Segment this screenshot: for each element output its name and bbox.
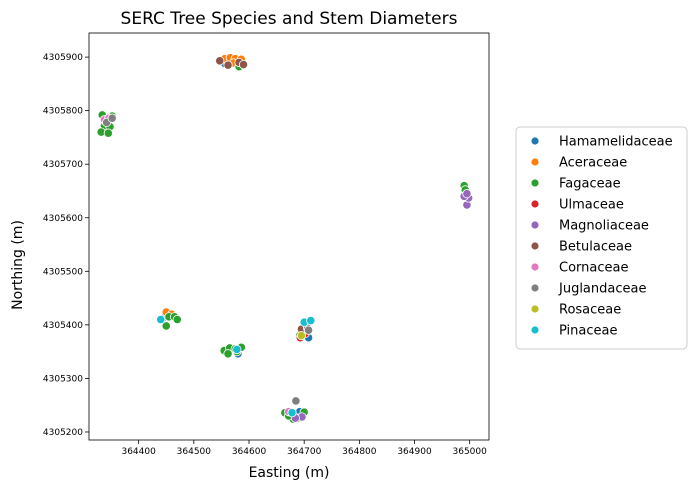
series-magnoliaceae xyxy=(290,189,474,423)
legend-label: Aceraceae xyxy=(559,156,627,171)
series-rosaceae xyxy=(296,330,307,341)
legend-label: Hamamelidaceae xyxy=(559,135,673,150)
data-point xyxy=(296,330,307,341)
x-tick-label: 365000 xyxy=(453,447,488,457)
data-point xyxy=(161,321,171,331)
legend-marker xyxy=(530,157,540,167)
legend-marker xyxy=(530,325,540,335)
y-tick-label: 4305400 xyxy=(43,321,83,331)
x-tick-label: 364900 xyxy=(397,447,432,457)
plot-frame xyxy=(88,32,490,441)
data-point xyxy=(156,314,166,325)
y-tick-label: 4305600 xyxy=(43,214,83,224)
data-point xyxy=(172,314,182,325)
plot-area: 364400 364500 364600 364700 364800 364900 3650… xyxy=(43,32,490,457)
series-pinaceae xyxy=(156,314,316,418)
x-tick-label: 364500 xyxy=(177,447,212,457)
legend-marker xyxy=(530,220,540,230)
y-tick-label: 4305900 xyxy=(43,53,83,63)
data-point xyxy=(303,325,314,335)
y-tick-label: 4305700 xyxy=(43,160,83,170)
data-point xyxy=(306,315,316,326)
legend-marker xyxy=(530,283,540,293)
x-tick-label: 364400 xyxy=(121,447,156,457)
legend-label: Fagaceae xyxy=(559,177,621,192)
legend-label: Ulmaceae xyxy=(559,198,624,213)
series-fagaceae xyxy=(96,62,470,424)
legend-marker xyxy=(530,199,540,209)
legend-label: Cornaceae xyxy=(559,261,628,276)
series-cornaceae xyxy=(99,113,294,417)
legend-marker xyxy=(530,241,540,251)
legend-label: Betulaceae xyxy=(559,240,632,255)
x-axis-label: Easting (m) xyxy=(249,465,330,481)
data-point xyxy=(107,113,117,123)
data-point xyxy=(223,349,233,359)
data-point xyxy=(223,60,233,70)
y-tick-label: 4305300 xyxy=(43,374,83,384)
series-betulaceae xyxy=(215,56,307,334)
y-tick-label: 4305200 xyxy=(43,428,83,438)
legend: Hamamelidaceae Aceraceae Fagaceae Ulmaceae M… xyxy=(515,126,688,350)
x-tick-label: 364800 xyxy=(342,447,377,457)
legend-marker xyxy=(530,136,540,146)
data-point xyxy=(232,344,242,355)
data-point xyxy=(287,408,297,418)
x-tick-label: 364700 xyxy=(287,447,322,457)
series-aceraceae xyxy=(161,53,246,319)
legend-label: Pinaceae xyxy=(559,324,617,339)
y-tick-label: 4305500 xyxy=(43,267,83,277)
legend-marker xyxy=(530,304,540,314)
series-hamamelidaceae xyxy=(160,56,314,420)
series-juglandaceae xyxy=(102,113,314,406)
data-point xyxy=(291,396,301,406)
legend-marker xyxy=(530,178,540,188)
y-tick-label: 4305800 xyxy=(43,107,83,117)
x-tick-label: 364600 xyxy=(232,447,267,457)
chart-title: SERC Tree Species and Stem Diameters xyxy=(121,9,458,29)
legend-label: Rosaceae xyxy=(559,303,621,318)
data-point xyxy=(238,59,249,70)
legend-label: Magnoliaceae xyxy=(559,219,649,234)
y-axis-label: Northing (m) xyxy=(10,220,26,310)
legend-label: Juglandaceae xyxy=(558,282,646,297)
legend-box xyxy=(515,126,688,350)
data-point xyxy=(215,56,225,66)
data-point xyxy=(103,128,113,138)
legend-marker xyxy=(530,262,540,272)
data-point xyxy=(462,189,472,199)
